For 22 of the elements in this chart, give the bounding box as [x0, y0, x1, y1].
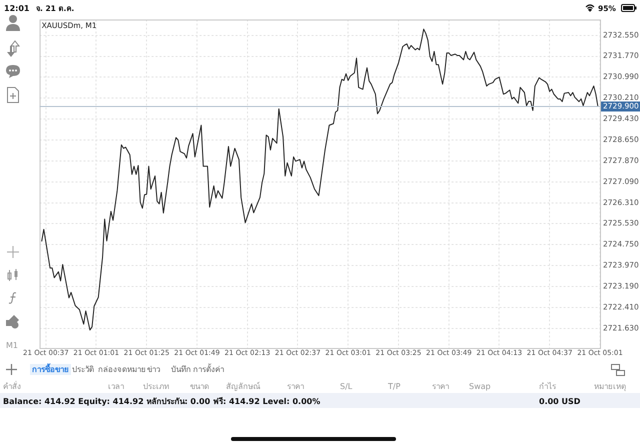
- text: T/P: [388, 381, 400, 392]
- text: Swap: [469, 381, 491, 392]
- text: M1: [6, 340, 18, 351]
- text: ราคา: [432, 381, 449, 392]
- text: การตั้งค่า: [193, 364, 224, 375]
- text: ประเภท: [143, 381, 169, 392]
- text: ข่าว: [147, 364, 160, 375]
- text: S/L: [340, 381, 352, 392]
- text: เวลา: [108, 381, 124, 392]
- text: 0.00 USD: [539, 396, 580, 407]
- text: คำสั่ง: [3, 381, 21, 392]
- text: 12:01: [4, 3, 30, 14]
- text: ราคา: [287, 381, 304, 392]
- text: ประวัติ: [72, 364, 94, 375]
- text: กล่องจดหมาย: [98, 364, 146, 375]
- text: สัญลักษณ์: [226, 381, 260, 392]
- text: บันทึก: [171, 364, 191, 375]
- text: ขนาด: [190, 381, 209, 392]
- text: กำไร: [539, 381, 556, 392]
- text: หมายเหตุ: [594, 381, 626, 392]
- text: การซื้อขาย: [30, 364, 71, 375]
- text: Balance: 414.92 Equity: 414.92 หลักประกัน: 0.00 ฟรี: 414.92 Level: 0.00%: [3, 396, 320, 407]
